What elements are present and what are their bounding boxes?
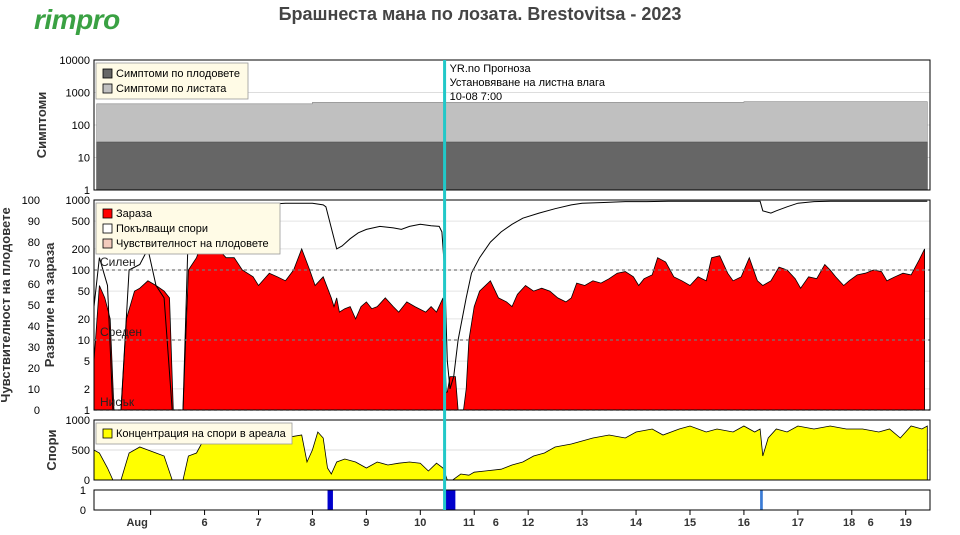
sensitivity-tick-label: 70 <box>28 258 40 270</box>
sensitivity-axis-label: Чувствителност на плодовете <box>0 207 13 402</box>
sensitivity-tick-label: 0 <box>34 405 40 417</box>
wetness-frame <box>93 489 931 511</box>
legend-label-0: Симптоми по плодовете <box>116 68 240 80</box>
germinating-spores-line <box>93 200 928 411</box>
legend-swatch-0 <box>102 208 113 219</box>
wetness-tick-label: 0 <box>80 505 86 517</box>
ascospores-panel: 0 500 1000 Спори Концентрация на спори в аре… <box>44 415 931 487</box>
x-tick-label: 10 <box>414 517 426 529</box>
x-tick-label: 11 <box>463 517 475 529</box>
legend-box <box>95 62 249 100</box>
sensitivity-tick-label: 80 <box>28 237 40 249</box>
wetness-panel: 01 <box>80 485 931 517</box>
spores-tick-label: 0 <box>84 475 90 487</box>
spores-tick-label: 500 <box>72 445 90 457</box>
legend-label-1: Симптоми по листата <box>116 83 227 95</box>
infection-tick-label: 1000 <box>66 195 90 207</box>
legend-label-2: Чувствителност на плодовете <box>116 238 269 250</box>
x-tick-label: 18 <box>843 517 855 529</box>
sensitivity-tick-label: 30 <box>28 342 40 354</box>
x-tick-label: 15 <box>684 517 696 529</box>
legend-swatch-0 <box>102 428 113 439</box>
level-label-1: Среден <box>100 325 142 339</box>
legend-swatch-1 <box>102 83 113 94</box>
infection-tick-label: 5 <box>84 356 90 368</box>
spore-concentration-area <box>93 425 928 481</box>
infection-tick-label: 500 <box>72 216 90 228</box>
forecast-overlay: YR.no Прогноза Установяване на листна вла… <box>443 60 606 510</box>
symptoms-tick-label: 10000 <box>59 55 90 67</box>
x-axis: Aug 6 7 8 9 10 11 6 12 13 14 15 16 17 18 6 19 <box>126 510 912 529</box>
sensitivity-tick-label: 50 <box>28 300 40 312</box>
chart-title: Брашнеста мана по лозата. Brestovitsa - … <box>278 4 682 24</box>
symptoms-tick-label: 100 <box>72 120 90 132</box>
x-tick-label: 16 <box>738 517 750 529</box>
spores-axis-label: Спори <box>44 429 59 470</box>
wetness-tick-label: 1 <box>80 485 86 497</box>
x-tick-label: 6 <box>202 517 208 529</box>
x-tick-label: 13 <box>576 517 588 529</box>
x-tick-label: 19 <box>900 517 912 529</box>
legend-swatch-1 <box>102 223 113 234</box>
legend-label-0: Зараза <box>116 208 153 220</box>
level-label-2: Нисък <box>100 395 135 409</box>
infection-axis-label: Развитие на зараза <box>42 242 57 367</box>
infection-border <box>93 199 931 411</box>
fruit-symptoms-area <box>96 141 928 191</box>
x-tick-label: 7 <box>255 517 261 529</box>
sensitivity-tick-label: 100 <box>22 195 40 207</box>
symptoms-panel: 1 10 100 1000 10000 Симптоми Симптоми по плодо… <box>34 55 931 197</box>
forecast-note: Установяване на листна влага <box>450 77 606 89</box>
x-tick-label: 17 <box>792 517 804 529</box>
wetness-border <box>93 489 931 511</box>
x-tick-label: 6 <box>868 517 874 529</box>
symptoms-tick-label: 1000 <box>66 88 90 100</box>
infection-tick-label: 200 <box>72 244 90 256</box>
x-tick-label: 9 <box>363 517 369 529</box>
sensitivity-tick-label: 40 <box>28 321 40 333</box>
symptoms-tick-label: 1 <box>84 185 90 197</box>
forecast-source: YR.no Прогноза <box>450 63 532 75</box>
symptoms-axis-label: Симптоми <box>34 92 49 158</box>
infection-panel: Силен Среден Нисък 1 2 5 10 20 50 100 200 500 1000 0 1… <box>0 195 931 417</box>
legend-box <box>95 422 293 445</box>
infection-area <box>93 241 925 411</box>
sensitivity-tick-label: 90 <box>28 216 40 228</box>
level-label-0: Силен <box>100 255 136 269</box>
x-tick-label: 12 <box>522 517 534 529</box>
wetness-bar-0 <box>327 490 333 510</box>
legend-swatch-2 <box>102 238 113 249</box>
legend-label-1: Покълващи спори <box>116 223 208 235</box>
x-tick-label: 14 <box>630 517 643 529</box>
x-tick-label: 8 <box>309 517 315 529</box>
wetness-bar-2 <box>760 490 763 510</box>
infection-tick-label: 100 <box>72 265 90 277</box>
legend-swatch-0 <box>102 68 113 79</box>
legend-label-0: Концентрация на спори в ареала <box>116 428 287 440</box>
legend-box <box>95 202 281 255</box>
infection-tick-label: 2 <box>84 384 90 396</box>
rimpro-logo: rimpro <box>34 4 120 35</box>
sensitivity-tick-label: 10 <box>28 384 40 396</box>
infection-tick-label: 10 <box>78 335 90 347</box>
symptoms-border <box>93 59 931 191</box>
wetness-bar-1 <box>444 490 456 510</box>
spores-border <box>93 419 931 481</box>
forecast-time: 10-08 7:00 <box>450 91 503 103</box>
infection-tick-label: 20 <box>78 314 90 326</box>
spores-tick-label: 1000 <box>66 415 90 427</box>
sensitivity-tick-label: 20 <box>28 363 40 375</box>
infection-tick-label: 1 <box>84 405 90 417</box>
symptoms-tick-label: 10 <box>78 153 90 165</box>
infection-tick-label: 50 <box>78 286 90 298</box>
x-tick-label: 6 <box>493 517 499 529</box>
x-tick-label: Aug <box>126 517 147 529</box>
sensitivity-tick-label: 60 <box>28 279 40 291</box>
